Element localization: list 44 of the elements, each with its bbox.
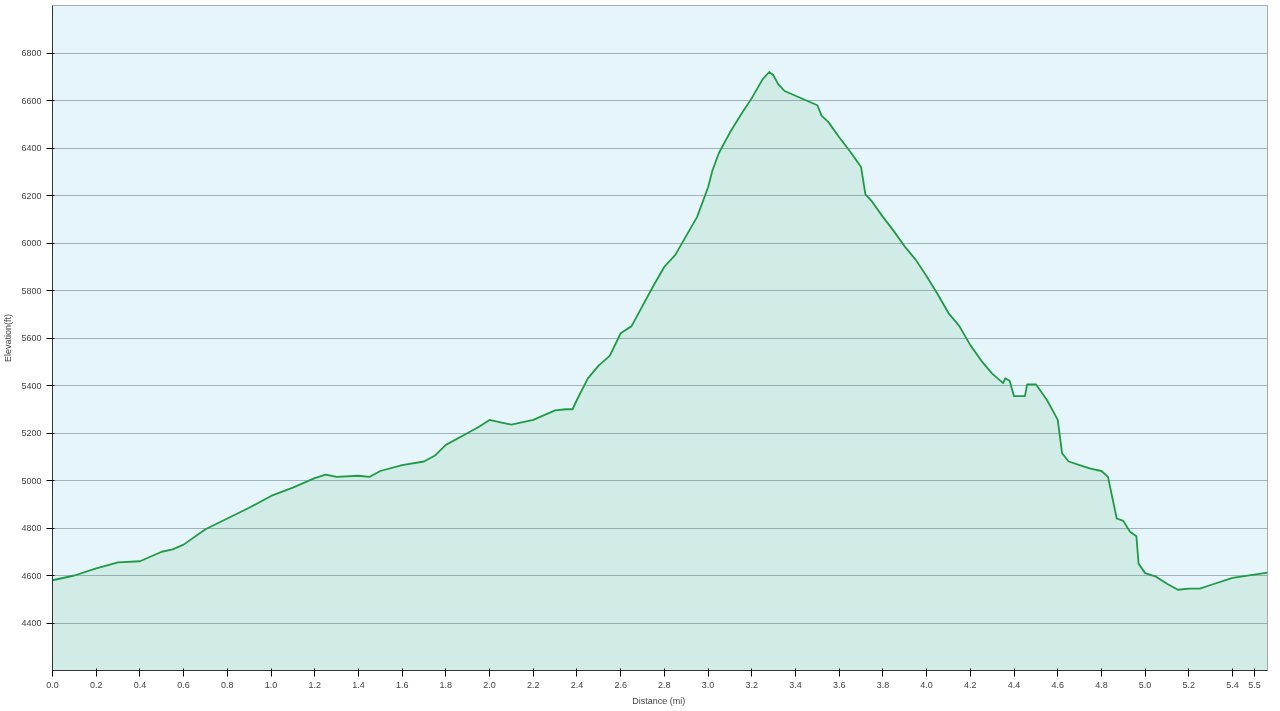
x-tick-label: 5.0 xyxy=(1138,679,1152,690)
x-tick-label: 2.4 xyxy=(570,679,584,690)
x-tick-label: 4.2 xyxy=(964,679,977,690)
y-tick-label: 4800 xyxy=(21,523,42,533)
x-tick-label: 0.6 xyxy=(177,679,190,690)
x-tick-label: 3.4 xyxy=(789,679,802,690)
x-tick-label: 5.5 xyxy=(1248,679,1261,690)
x-tick-label: 2.6 xyxy=(614,679,627,690)
y-tick-label: 5000 xyxy=(21,475,42,486)
x-tick-label: 1.6 xyxy=(395,679,409,690)
x-tick-label: 1.8 xyxy=(439,679,453,690)
x-tick-label: 4.6 xyxy=(1051,679,1064,690)
y-tick-label: 6000 xyxy=(21,238,42,248)
x-tick-label: 1.4 xyxy=(352,679,365,690)
x-tick-label: 2.8 xyxy=(658,679,671,690)
y-tick-label: 6200 xyxy=(21,190,42,201)
y-tick-label: 5600 xyxy=(21,333,42,343)
x-tick-label: 5.4 xyxy=(1226,679,1239,690)
y-tick-label: 6800 xyxy=(21,48,42,58)
y-tick-label: 4400 xyxy=(21,618,42,628)
y-tick-label: 6400 xyxy=(21,143,42,153)
y-tick-label: 6600 xyxy=(21,95,42,106)
x-tick-label: 1.0 xyxy=(264,679,278,690)
x-axis-title: Distance (mi) xyxy=(632,695,686,706)
x-tick-label: 3.0 xyxy=(701,679,715,690)
x-tick-label: 0.4 xyxy=(133,679,147,690)
y-tick-label: 5400 xyxy=(21,380,42,391)
y-tick-label: 5800 xyxy=(21,285,42,296)
x-tick-label: 0.2 xyxy=(89,679,103,690)
x-tick-label: 0.0 xyxy=(46,679,59,690)
x-tick-label: 4.4 xyxy=(1007,679,1021,690)
x-tick-label: 2.0 xyxy=(483,679,496,690)
y-tick-label: 5200 xyxy=(21,428,42,438)
y-axis-title: Elevation(ft) xyxy=(3,313,14,363)
x-tick-label: 3.2 xyxy=(745,679,759,690)
x-tick-label: 4.8 xyxy=(1095,679,1108,690)
x-tick-label: 2.2 xyxy=(527,679,540,690)
y-tick-label: 4600 xyxy=(21,570,42,581)
x-tick-label: 3.6 xyxy=(832,679,846,690)
x-tick-label: 1.2 xyxy=(308,679,321,690)
x-tick-label: 4.0 xyxy=(920,679,933,690)
x-tick-label: 3.8 xyxy=(876,679,890,690)
x-tick-label: 5.2 xyxy=(1182,679,1196,690)
x-tick-label: 0.8 xyxy=(221,679,234,690)
